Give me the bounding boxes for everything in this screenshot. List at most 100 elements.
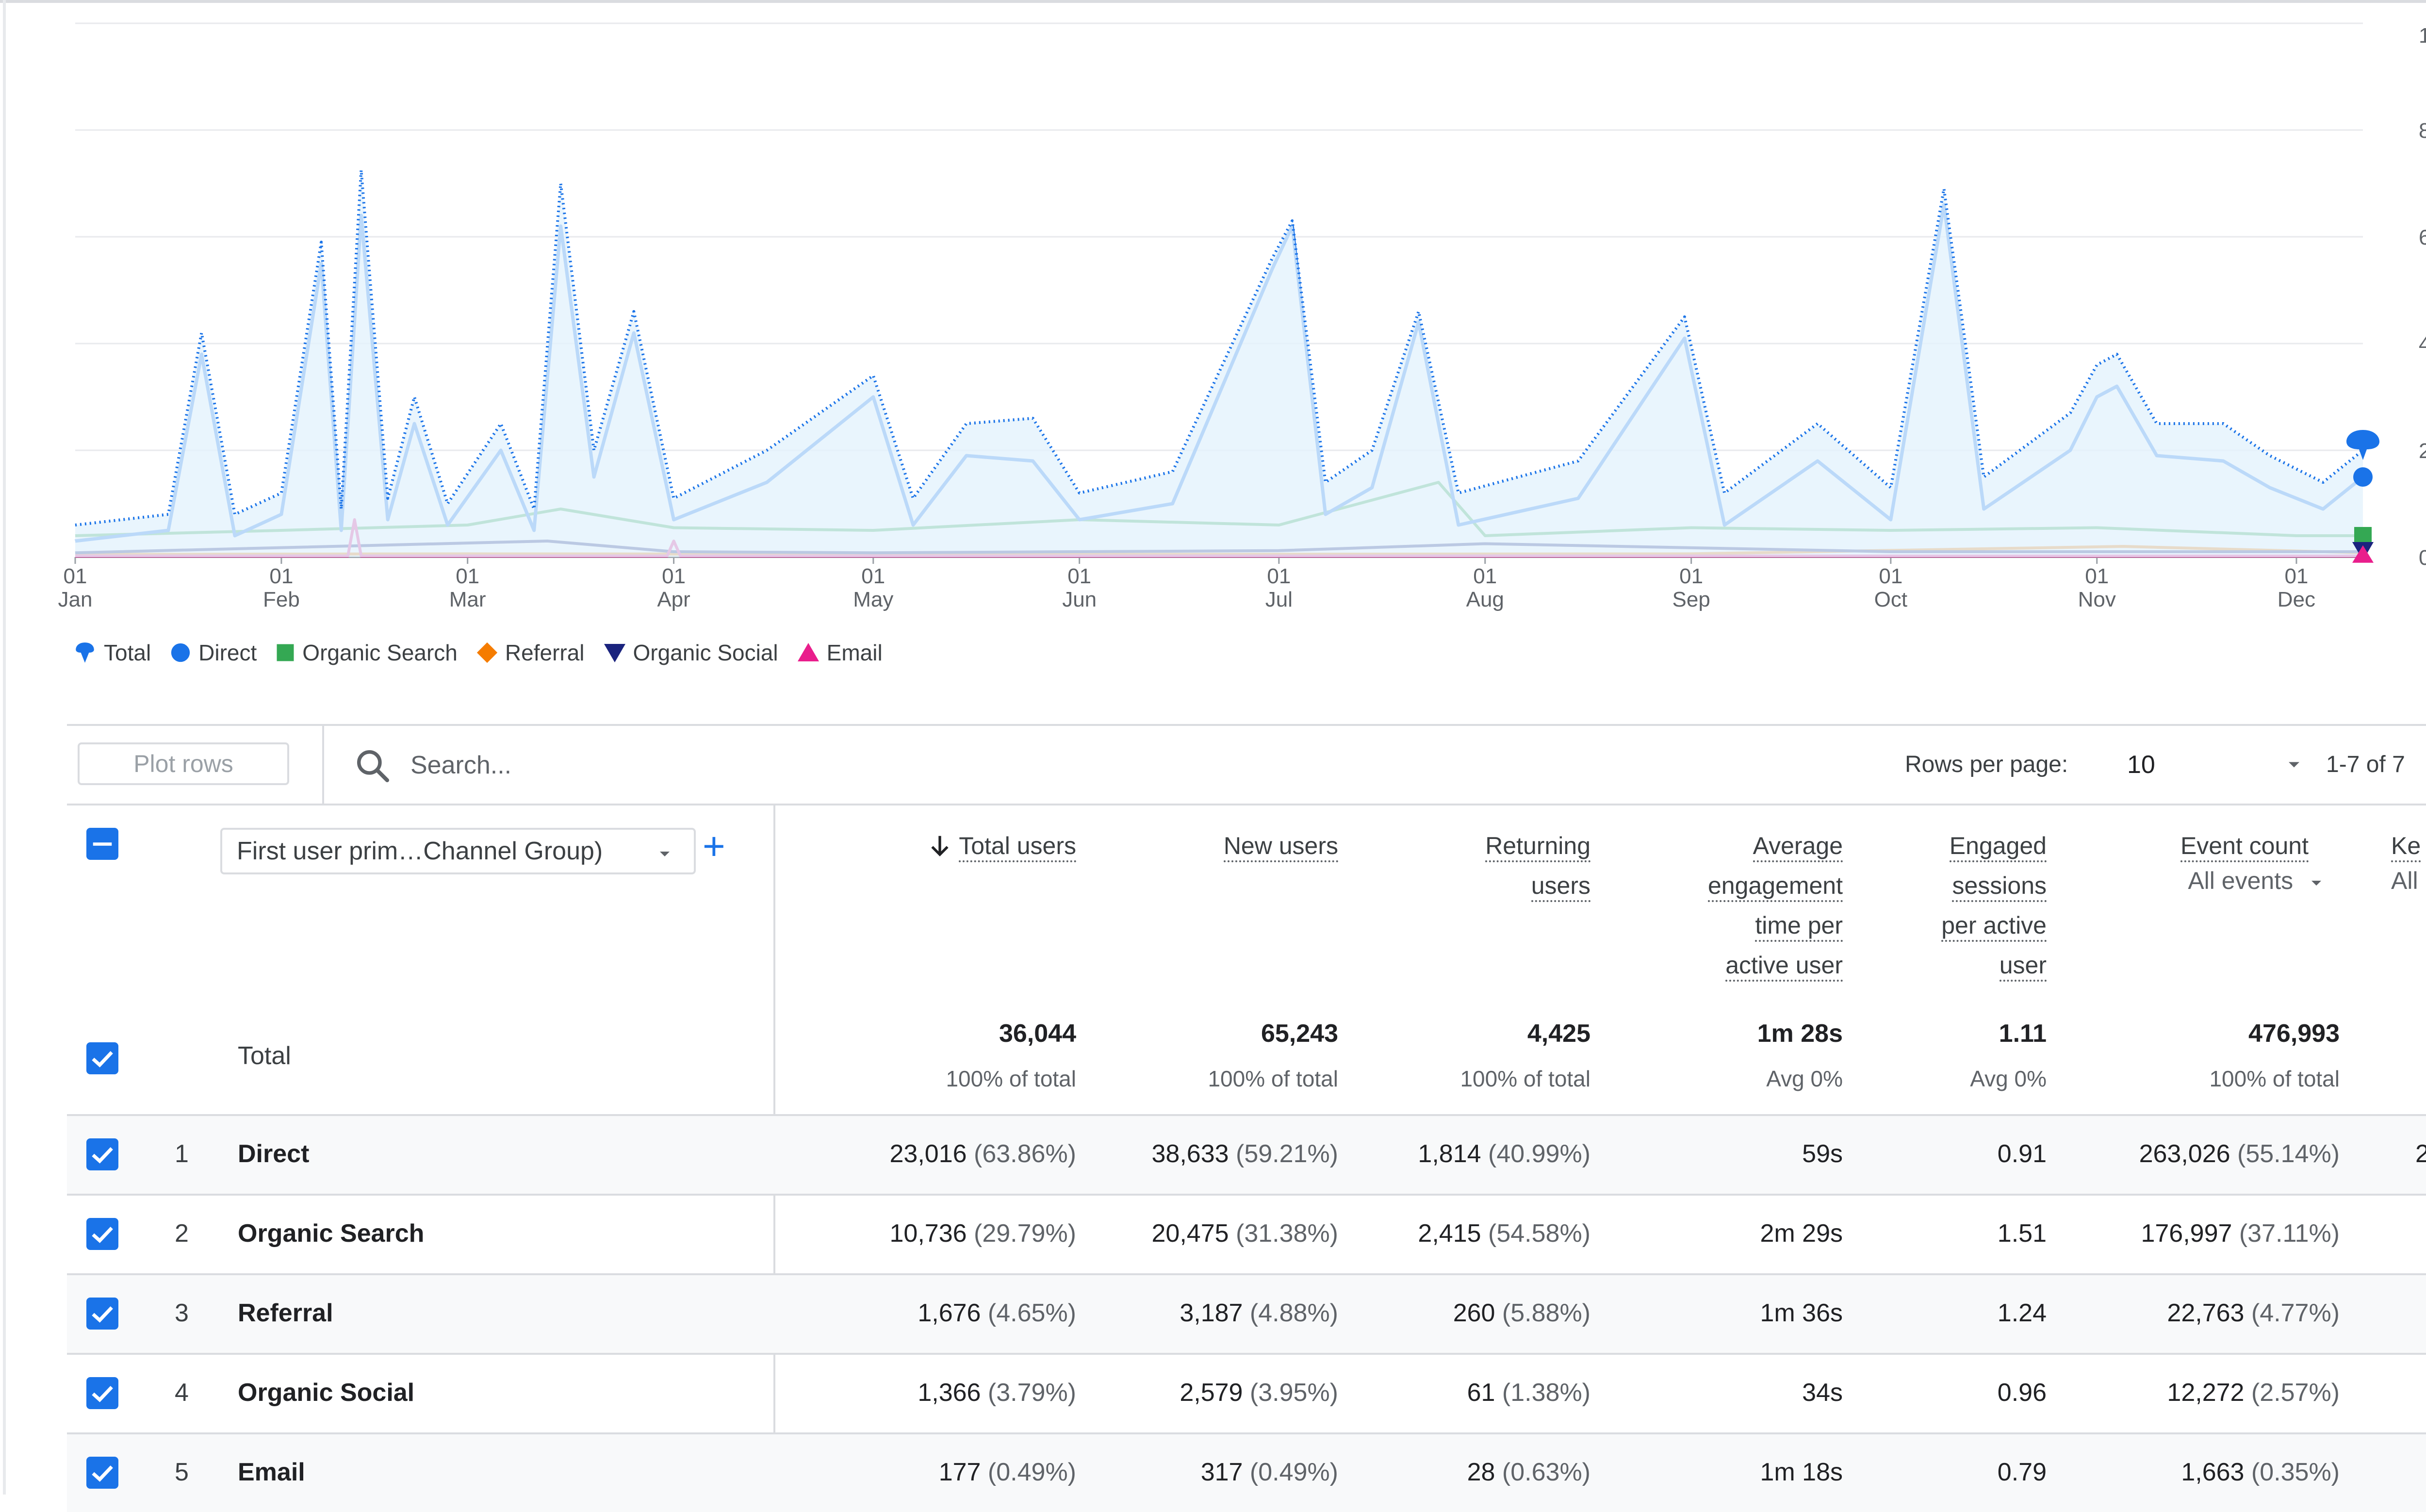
cell-value: 1.51 [1997,1219,2047,1248]
header-event-count[interactable]: Event count [2076,826,2309,866]
event-count-filter[interactable]: All events [2076,867,2326,895]
row-checkbox[interactable] [86,1457,118,1489]
cell-value: 59s [1802,1140,1843,1168]
returning-users-total: 4,425 [1527,1019,1590,1048]
table-row[interactable]: 3 Referral 1,676 (4.65%) 3,187 (4.88%) 260 (… [67,1273,2426,1353]
total-row-checkbox[interactable] [86,1042,118,1074]
end-marker-direct [2353,467,2373,487]
check-icon [92,1465,113,1482]
series-area-total [75,170,2363,557]
rows-per-page-value: 10 [2127,751,2155,779]
cell-value: 1m 36s [1760,1299,1843,1327]
cell-event-count: 263,026 (55.14%) [2076,1139,2340,1168]
cell-percent: (1.38%) [1502,1379,1590,1407]
x-tick-day: 01 [1679,564,1703,588]
x-tick-day: 01 [456,564,479,588]
cell-value: 2m 29s [1760,1219,1843,1248]
cell-avg-engagement: 1m 36s [1620,1298,1843,1328]
table-toolbar: Plot rows Rows per page: 10 1-7 of 7 [67,724,2426,805]
caret-down-icon [2311,881,2321,886]
x-tick-month: Aug [1466,588,1504,611]
cell-value: 22,763 [2167,1299,2245,1327]
cell-event-count: 22,763 (4.77%) [2076,1298,2340,1328]
search-input[interactable] [410,745,1091,785]
x-tick-month: Jul [1265,588,1293,611]
x-tick-day: 01 [662,564,686,588]
cell-percent: (63.86%) [974,1140,1076,1168]
x-tick-day: 01 [269,564,293,588]
y-tick-label: 1K [2419,24,2426,48]
table-row[interactable]: 5 Email 177 (0.49%) 317 (0.49%) 28 (0.63%) 1m… [67,1432,2426,1512]
avg-engagement-total-sub: Avg 0% [1766,1066,1843,1091]
end-marker-total [2346,430,2379,460]
engaged-sessions-total-sub: Avg 0% [1970,1066,2047,1091]
cell-percent: (4.88%) [1249,1299,1338,1327]
legend-item-organic-search[interactable]: Organic Search [275,640,458,666]
cell-engaged-sessions: 1.51 [1872,1219,2047,1248]
cell-returning-users: 61 (1.38%) [1377,1378,1590,1407]
check-icon [92,1386,113,1402]
rows-per-page-select[interactable]: 10 [2123,743,2299,786]
row-checkbox[interactable] [86,1138,118,1170]
x-tick-day: 01 [64,564,87,588]
cell-value: 1,676 [918,1299,981,1327]
legend-label: Organic Social [633,640,778,665]
row-checkbox[interactable] [86,1218,118,1250]
cell-engaged-sessions: 0.79 [1872,1458,2047,1487]
cell-new-users: 38,633 (59.21%) [1125,1139,1339,1168]
y-tick-label: 200 [2419,439,2426,463]
table-row[interactable]: 2 Organic Search 10,736 (29.79%) 20,475 (31… [67,1194,2426,1273]
legend-label: Email [826,640,883,665]
cell-cut-column: 2 [2415,1140,2426,1168]
cell-new-users: 20,475 (31.38%) [1125,1219,1339,1248]
series-end-markers [2346,430,2379,563]
new-users-total-sub: 100% of total [1208,1066,1338,1091]
cell-percent: (29.79%) [974,1219,1076,1248]
x-tick-day: 01 [2085,564,2109,588]
cell-percent: (54.58%) [1488,1219,1590,1248]
plot-rows-button[interactable]: Plot rows [78,742,289,785]
cell-value: 263,026 [2139,1140,2230,1168]
add-dimension-button[interactable]: + [703,824,725,868]
row-checkbox[interactable] [86,1377,118,1409]
cell-total-users: 1,366 (3.79%) [824,1378,1076,1407]
row-number: 2 [175,1219,189,1248]
header-returning-users[interactable]: Returning users [1377,826,1590,905]
legend-item-total[interactable]: Total [73,640,151,666]
returning-users-total-sub: 100% of total [1460,1066,1590,1091]
cell-percent: (37.11%) [2239,1219,2340,1248]
rows-per-page-label: Rows per page: [1905,752,2068,777]
header-total-users[interactable]: Total users [824,826,1076,866]
square-icon [275,642,295,663]
x-tick-day: 01 [1879,564,1902,588]
header-engaged-sessions[interactable]: Engaged sessions per active user [1872,826,2047,985]
cell-percent: (4.65%) [987,1299,1076,1327]
cell-value: 3,187 [1180,1299,1243,1327]
legend-item-referral[interactable]: Referral [476,640,585,666]
x-tick-month: Sep [1672,588,1710,611]
dimension-select[interactable]: First user prim…Channel Group) [220,828,696,874]
legend-item-organic-social[interactable]: Organic Social [603,640,778,666]
header-avg-engagement[interactable]: Average engagement time per active user [1620,826,1843,985]
cell-value: 2,579 [1180,1379,1243,1407]
cell-value: 23,016 [889,1140,967,1168]
y-tick-label: 400 [2419,332,2426,356]
table-row[interactable]: 1 Direct 23,016 (63.86%) 38,633 (59.21%) 1,8… [67,1114,2426,1194]
cell-value: 1.24 [1997,1299,2047,1327]
header-cut-column[interactable]: Ke [2391,826,2426,866]
legend-item-direct[interactable]: Direct [169,640,257,666]
top-border [0,0,2426,3]
y-axis-ticks: 0 200 400 600 800 1K [2419,24,2426,570]
header-new-users[interactable]: New users [1125,826,1338,866]
line-chart: 02004006008001K 01Jan01Feb01Mar01Apr01Ma… [58,22,2426,611]
left-border [3,0,6,1495]
cell-new-users: 2,579 (3.95%) [1125,1378,1338,1407]
x-tick-day: 01 [1267,564,1291,588]
select-all-checkbox[interactable] [86,828,118,860]
table-row[interactable]: 4 Organic Social 1,366 (3.79%) 2,579 (3.95%… [67,1353,2426,1432]
legend-item-email[interactable]: Email [797,640,883,666]
cell-returning-users: 28 (0.63%) [1377,1458,1590,1487]
x-tick-day: 01 [1473,564,1497,588]
cell-percent: (40.99%) [1488,1140,1590,1168]
row-checkbox[interactable] [86,1298,118,1330]
